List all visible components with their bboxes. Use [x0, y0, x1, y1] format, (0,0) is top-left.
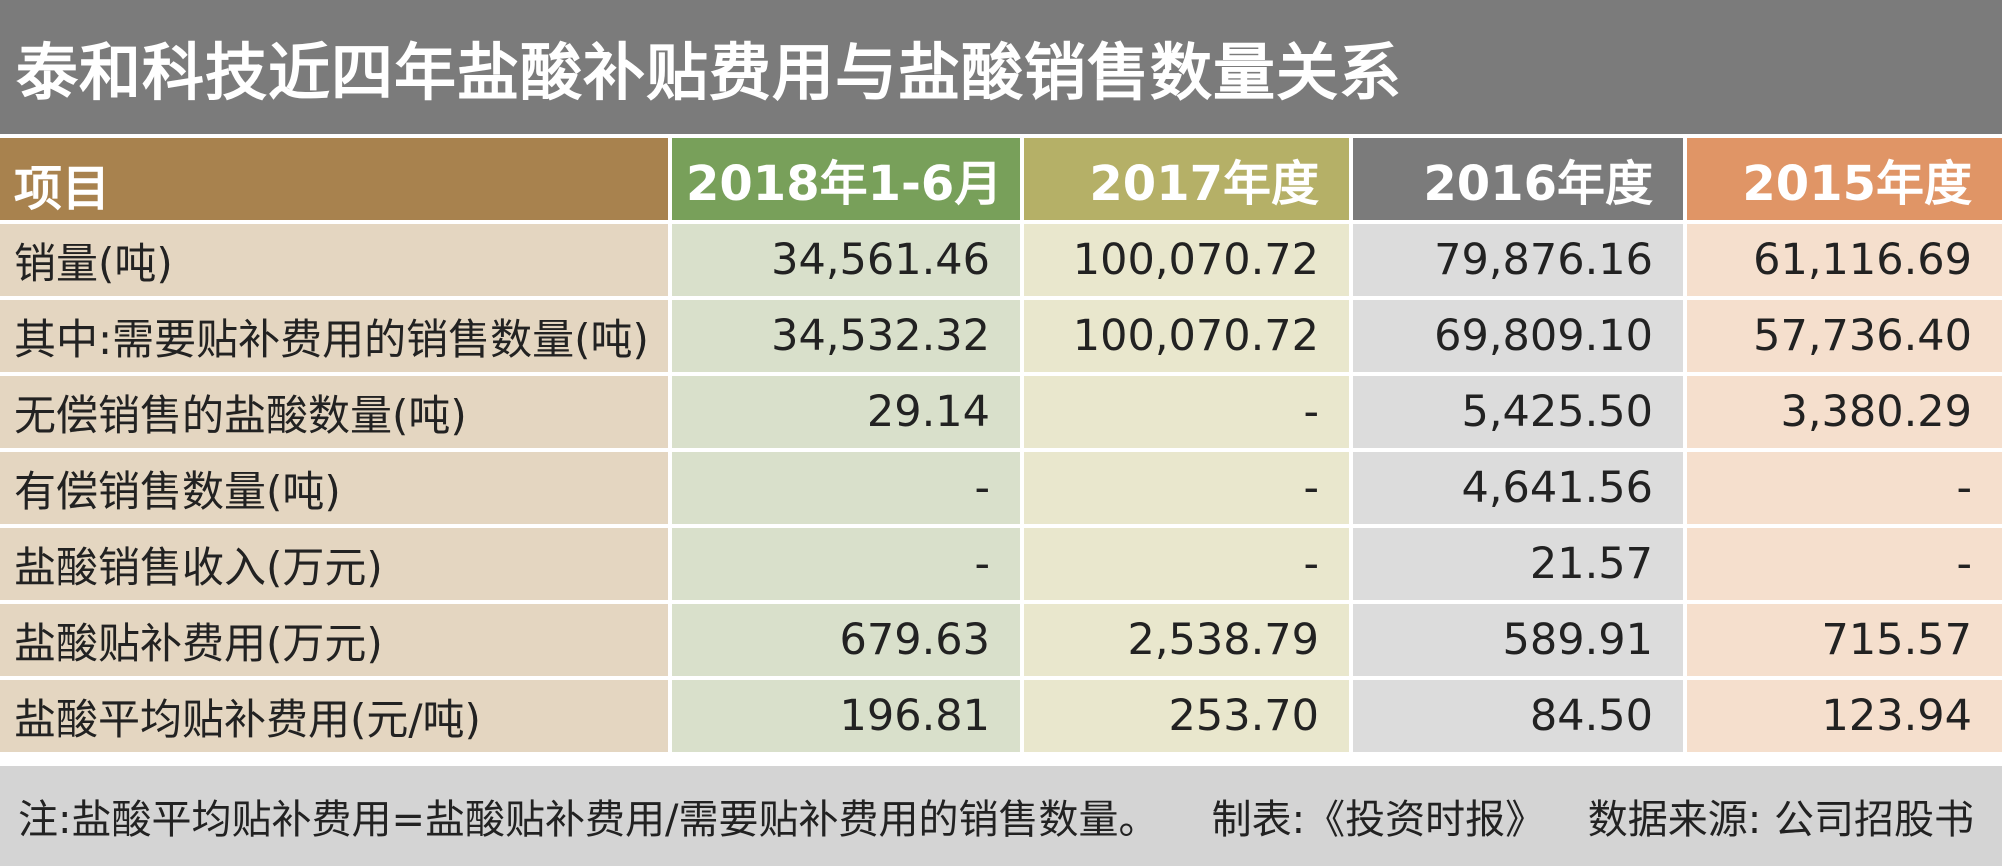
value-2018h1: - — [672, 528, 1024, 604]
footer-maker: 制表:《投资时报》 — [1211, 797, 1546, 843]
value-2018h1: 29.14 — [672, 376, 1024, 452]
footer-source: 数据来源: 公司招股书 — [1587, 797, 1974, 843]
table-row: 有偿销售数量(吨) - -4,641.56- — [0, 452, 2002, 528]
value-2018h1: 34,561.46 — [672, 224, 1024, 300]
value-2015: 715.57 — [1687, 604, 2002, 680]
value-2015: 123.94 — [1687, 680, 2002, 756]
item-label: 盐酸平均贴补费用(元/吨) — [0, 680, 672, 756]
value-2015: 61,116.69 — [1687, 224, 2002, 300]
column-header-2017: 2017年度 — [1024, 138, 1353, 224]
value-2015: 3,380.29 — [1687, 376, 2002, 452]
footer: 注:盐酸平均贴补费用=盐酸贴补费用/需要贴补费用的销售数量。 制表:《投资时报》… — [0, 766, 2002, 866]
item-label: 盐酸销售收入(万元) — [0, 528, 672, 604]
value-2015: - — [1687, 528, 2002, 604]
table-row: 盐酸贴补费用(万元) 679.63 2,538.79 589.91 715.57 — [0, 604, 2002, 680]
value-2017: 253.70 — [1024, 680, 1353, 756]
footer-note: 注:盐酸平均贴补费用=盐酸贴补费用/需要贴补费用的销售数量。 — [18, 797, 1159, 843]
value-2018h1: - — [672, 452, 1024, 528]
item-label: 无偿销售的盐酸数量(吨) — [0, 376, 672, 452]
value-2018h1: 679.63 — [672, 604, 1024, 680]
table-row: 其中:需要贴补费用的销售数量(吨) 34,532.32 100,070.72 69,8… — [0, 300, 2002, 376]
item-label: 盐酸贴补费用(万元) — [0, 604, 672, 680]
value-2016: 589.91 — [1353, 604, 1687, 680]
value-2017: - — [1024, 452, 1353, 528]
header-row: 项目 2018年1-6月 2017年度 2016年度 2015年度 — [0, 138, 2002, 224]
item-label: 其中:需要贴补费用的销售数量(吨) — [0, 300, 672, 376]
column-header-item: 项目 — [0, 138, 672, 224]
column-header-2018h1: 2018年1-6月 — [672, 138, 1024, 224]
value-2016: 21.57 — [1353, 528, 1687, 604]
value-2017: 100,070.72 — [1024, 300, 1353, 376]
table-row: 无偿销售的盐酸数量(吨) 29.14-5,425.50 3,380.29 — [0, 376, 2002, 452]
value-2017: 100,070.72 — [1024, 224, 1353, 300]
value-2015: - — [1687, 452, 2002, 528]
chart-title: 泰和科技近四年盐酸补贴费用与盐酸销售数量关系 — [0, 0, 2002, 134]
column-header-2016: 2016年度 — [1353, 138, 1687, 224]
value-2018h1: 196.81 — [672, 680, 1024, 756]
table-row: 盐酸销售收入(万元) - -21.57- — [0, 528, 2002, 604]
value-2017: 2,538.79 — [1024, 604, 1353, 680]
value-2017: - — [1024, 528, 1353, 604]
value-2015: 57,736.40 — [1687, 300, 2002, 376]
table-row: 盐酸平均贴补费用(元/吨) 196.81 253.70 84.50 123.94 — [0, 680, 2002, 756]
value-2016: 69,809.10 — [1353, 300, 1687, 376]
footer-credits: 制表:《投资时报》 数据来源: 公司招股书 — [1212, 787, 1974, 845]
value-2016: 4,641.56 — [1353, 452, 1687, 528]
value-2018h1: 34,532.32 — [672, 300, 1024, 376]
value-2016: 84.50 — [1353, 680, 1687, 756]
data-table: 项目 2018年1-6月 2017年度 2016年度 2015年度 销量(吨) 3… — [0, 138, 2002, 756]
item-label: 销量(吨) — [0, 224, 672, 300]
value-2017: - — [1024, 376, 1353, 452]
value-2016: 5,425.50 — [1353, 376, 1687, 452]
column-header-2015: 2015年度 — [1687, 138, 2002, 224]
value-2016: 79,876.16 — [1353, 224, 1687, 300]
item-label: 有偿销售数量(吨) — [0, 452, 672, 528]
table-row: 销量(吨) 34,561.46 100,070.72 79,876.16 61,116.… — [0, 224, 2002, 300]
